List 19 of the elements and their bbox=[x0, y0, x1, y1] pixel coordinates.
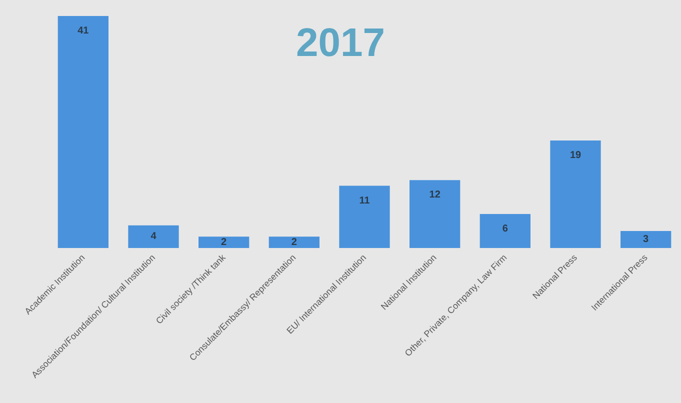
data-label: 2 bbox=[291, 236, 298, 248]
bar bbox=[480, 214, 530, 248]
bar bbox=[58, 16, 108, 248]
bar bbox=[128, 225, 179, 248]
data-label: 3 bbox=[643, 234, 650, 246]
chart-title: 2017 bbox=[296, 21, 385, 65]
bar bbox=[620, 231, 672, 248]
data-label: 4 bbox=[150, 231, 157, 242]
data-label: 11 bbox=[359, 195, 370, 206]
data-label: 2 bbox=[221, 236, 228, 248]
bar bbox=[410, 180, 460, 248]
data-label: 12 bbox=[429, 190, 441, 201]
data-label: 41 bbox=[78, 26, 90, 36]
data-label: 6 bbox=[502, 224, 508, 235]
bar bbox=[198, 236, 250, 248]
data-label: 19 bbox=[570, 150, 582, 161]
bar bbox=[550, 140, 601, 248]
bar bbox=[268, 236, 320, 248]
bar bbox=[339, 186, 390, 248]
